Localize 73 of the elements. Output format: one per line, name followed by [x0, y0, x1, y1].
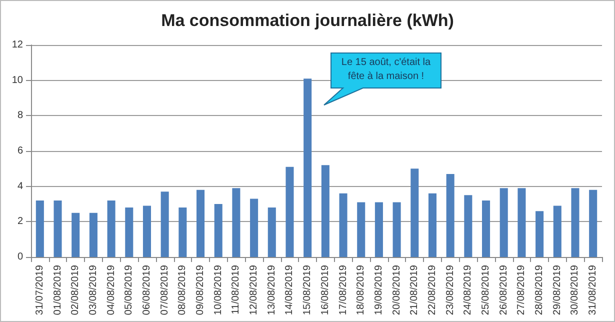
x-tick-label: 12/08/2019: [248, 264, 260, 316]
x-tick-label: 07/08/2019: [159, 264, 170, 316]
y-tick-label: 2: [17, 216, 24, 228]
bar: [428, 193, 436, 257]
x-tick-label: 01/08/2019: [52, 264, 64, 316]
bar: [553, 206, 562, 257]
y-tick-label: 10: [12, 74, 24, 86]
x-tick-label: 22/08/2019: [426, 264, 438, 316]
x-tick-label: 03/08/2019: [88, 264, 99, 316]
x-tick-label: 17/08/2019: [338, 264, 349, 316]
x-tick-label: 09/08/2019: [195, 264, 206, 316]
y-tick-label: 0: [17, 252, 24, 262]
y-tick-label: 8: [17, 110, 24, 122]
bar: [286, 166, 294, 257]
bar: [357, 202, 366, 257]
chart-title: Ma consommation journalière (kWh): [161, 11, 454, 30]
x-tick-label: 13/08/2019: [266, 264, 278, 316]
bar: [89, 212, 98, 257]
bar: [518, 188, 526, 257]
x-tick-label: 31/08/2019: [588, 264, 599, 316]
x-tick-label: 14/08/2019: [284, 264, 296, 316]
bar: [571, 188, 580, 257]
bar: [321, 165, 330, 257]
x-tick-label: 19/08/2019: [373, 264, 384, 316]
bar: [304, 78, 312, 257]
bar: [72, 212, 80, 257]
bar: [196, 190, 205, 257]
bar: [107, 200, 116, 257]
bar: [54, 200, 62, 257]
annotation: Le 15 août, c'était la fête à la maison !: [340, 56, 432, 84]
x-tick-label: 08/08/2019: [177, 264, 188, 316]
x-tick-label: 04/08/2019: [106, 264, 117, 316]
y-tick-label: 4: [17, 180, 24, 192]
x-tick-label: 25/08/2019: [480, 264, 492, 316]
bar: [374, 202, 383, 257]
x-tick-label: 11/08/2019: [230, 264, 242, 314]
x-tick-label: 21/08/2019: [409, 264, 420, 316]
x-tick-label: 06/08/2019: [141, 264, 152, 316]
x-tick-label: 29/08/2019: [552, 264, 563, 316]
bar: [410, 168, 419, 257]
x-tick-label: 27/08/2019: [516, 264, 528, 316]
x-tick-label: 16/08/2019: [320, 264, 331, 316]
bar: [268, 208, 276, 257]
bar: [339, 193, 348, 257]
bar: [250, 198, 258, 257]
bar: [500, 188, 508, 257]
bar: [482, 200, 490, 257]
x-tick-label: 30/08/2019: [570, 264, 581, 316]
x-tick-label: 18/08/2019: [356, 264, 367, 316]
x-tick-label: 20/08/2019: [391, 264, 402, 316]
bar: [446, 174, 454, 257]
bar: [142, 206, 151, 257]
bar: [589, 190, 598, 257]
x-tick-label: 31/07/2019: [34, 264, 46, 316]
x-tick-label: 24/08/2019: [462, 264, 474, 316]
x-tick-label: 10/08/2019: [212, 264, 224, 316]
bar: [214, 204, 222, 257]
bar: [232, 188, 240, 257]
x-tick-label: 02/08/2019: [70, 264, 82, 316]
x-tick-label: 23/08/2019: [444, 264, 456, 316]
y-tick-label: 6: [17, 146, 24, 156]
x-tick-label: 05/08/2019: [124, 264, 135, 316]
bar: [125, 208, 134, 257]
x-tick-label: 26/08/2019: [498, 264, 510, 316]
x-tick-label: 15/08/2019: [302, 264, 314, 316]
bar: [536, 211, 544, 257]
bar: [392, 202, 401, 257]
x-tick-label: 28/08/2019: [534, 264, 546, 316]
bar: [178, 208, 187, 257]
bar: [160, 192, 169, 257]
y-tick-label: 12: [12, 40, 24, 50]
bar: [36, 200, 44, 257]
bar: [464, 195, 472, 257]
